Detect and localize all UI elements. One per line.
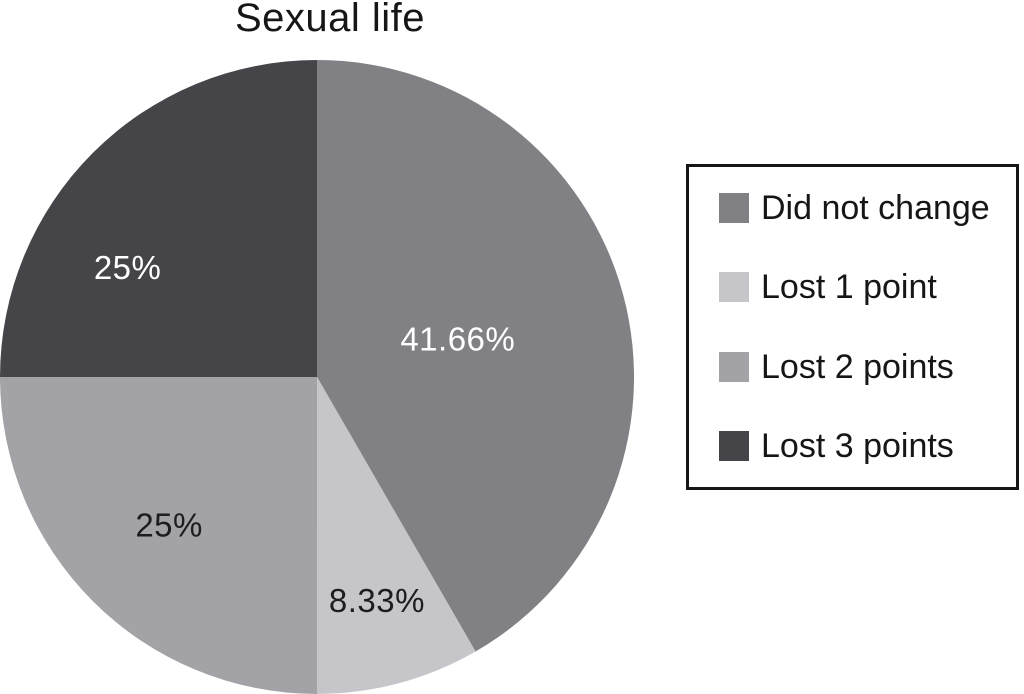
legend-item-did-not-change: Did not change <box>719 189 1006 227</box>
chart-title: Sexual life <box>234 0 426 40</box>
slice-label-lost-1-point: 8.33% <box>329 582 425 619</box>
legend: Did not change Lost 1 point Lost 2 points L… <box>686 164 1019 490</box>
legend-item-lost-2-points: Lost 2 points <box>719 348 1006 386</box>
legend-swatch-lost-1-point <box>719 272 749 303</box>
pie-chart: 41.66% 8.33% 25% 25% <box>0 60 634 694</box>
pie-slice-did-not-change <box>317 60 634 652</box>
legend-label-lost-1-point: Lost 1 point <box>761 268 937 307</box>
legend-swatch-lost-3-points <box>719 430 749 461</box>
slice-label-lost-2-points: 25% <box>135 507 203 544</box>
legend-item-lost-1-point: Lost 1 point <box>719 268 1006 306</box>
legend-label-did-not-change: Did not change <box>761 189 990 227</box>
slice-label-lost-3-points: 25% <box>94 249 162 286</box>
pie-slice-lost-1-point <box>317 377 476 694</box>
legend-swatch-lost-2-points <box>719 351 749 382</box>
pie-slice-lost-2-points <box>0 377 318 694</box>
legend-label-lost-2-points: Lost 2 points <box>761 347 954 386</box>
legend-label-lost-3-points: Lost 3 points <box>761 426 954 465</box>
pie-slice-lost-3-points <box>0 60 317 378</box>
slice-label-did-not-change: 41.66% <box>400 321 515 358</box>
legend-item-lost-3-points: Lost 3 points <box>719 427 1006 465</box>
legend-swatch-did-not-change <box>719 193 749 223</box>
